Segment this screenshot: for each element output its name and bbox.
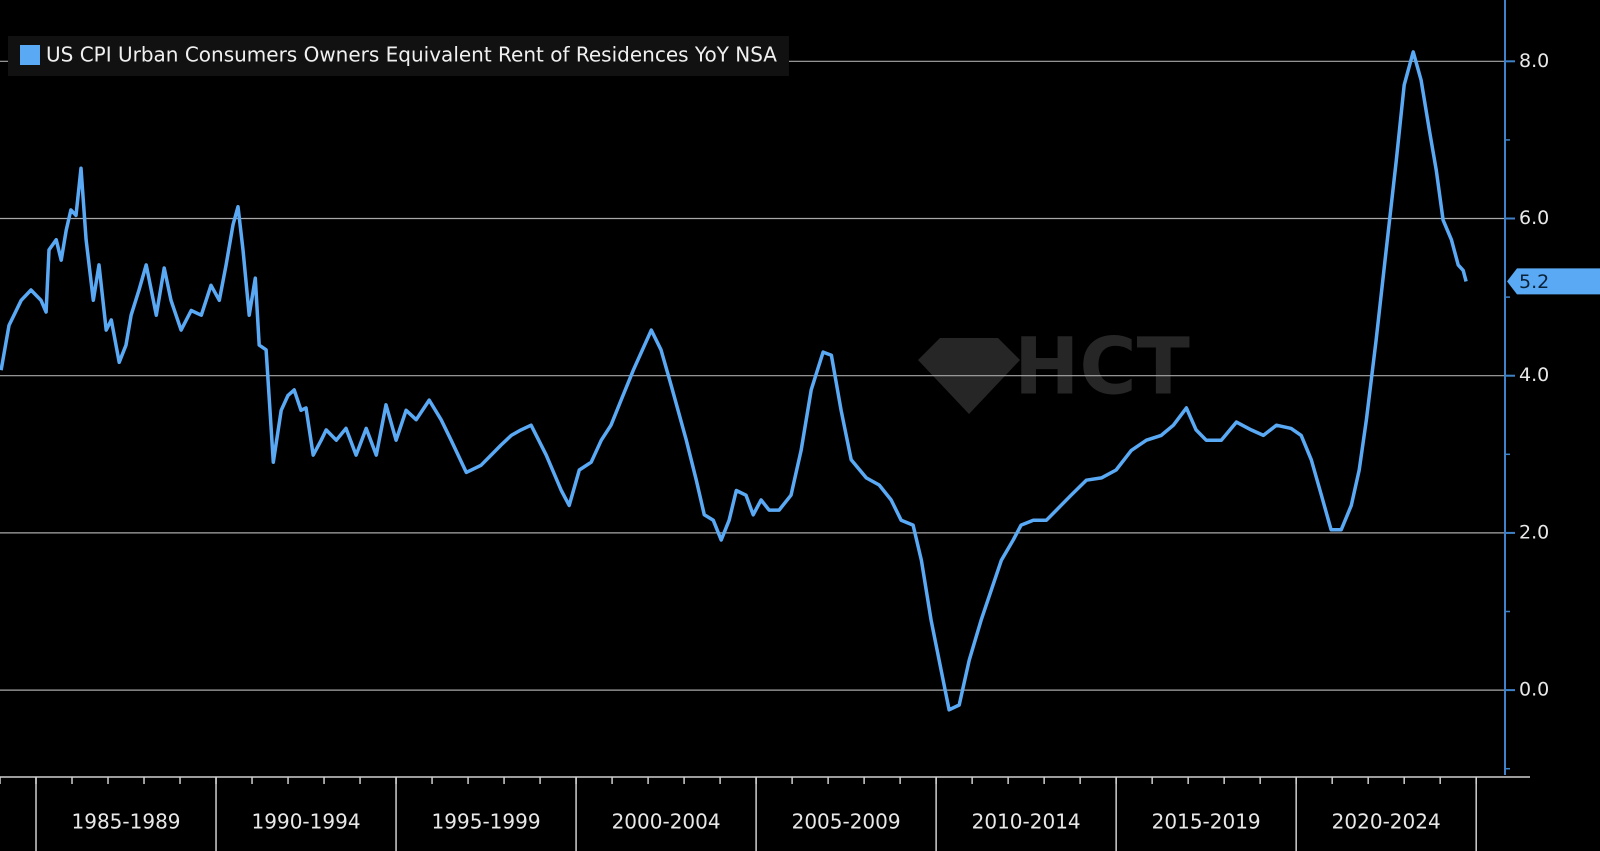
y-tick-label: 6.0 — [1519, 207, 1549, 229]
legend-label: US CPI Urban Consumers Owners Equivalent… — [46, 43, 777, 67]
badge-label: 5.2 — [1519, 271, 1549, 293]
legend: US CPI Urban Consumers Owners Equivalent… — [8, 36, 789, 76]
y-tick-label: 2.0 — [1519, 521, 1549, 543]
y-tick-label: 8.0 — [1519, 50, 1549, 72]
last-value-badge: 5.2 — [1507, 268, 1600, 295]
x-tick-label: 2010-2014 — [972, 810, 1081, 834]
x-tick-label: 1985-1989 — [72, 810, 181, 834]
x-tick-label: 2020-2024 — [1332, 810, 1441, 834]
watermark: HCT — [918, 322, 1190, 414]
y-tick-label: 0.0 — [1519, 679, 1549, 701]
y-tick-label: 4.0 — [1519, 364, 1549, 386]
x-tick-label: 1995-1999 — [432, 810, 541, 834]
legend-swatch — [20, 45, 40, 65]
x-tick-label: 2005-2009 — [792, 810, 901, 834]
x-tick-label: 1990-1994 — [252, 810, 361, 834]
watermark-text: HCT — [1014, 322, 1190, 412]
series-line — [0, 50, 1468, 712]
x-tick-label: 2000-2004 — [612, 810, 721, 834]
legend-box — [8, 36, 789, 76]
badge-shape — [1507, 268, 1600, 295]
x-tick-label: 2015-2019 — [1152, 810, 1261, 834]
